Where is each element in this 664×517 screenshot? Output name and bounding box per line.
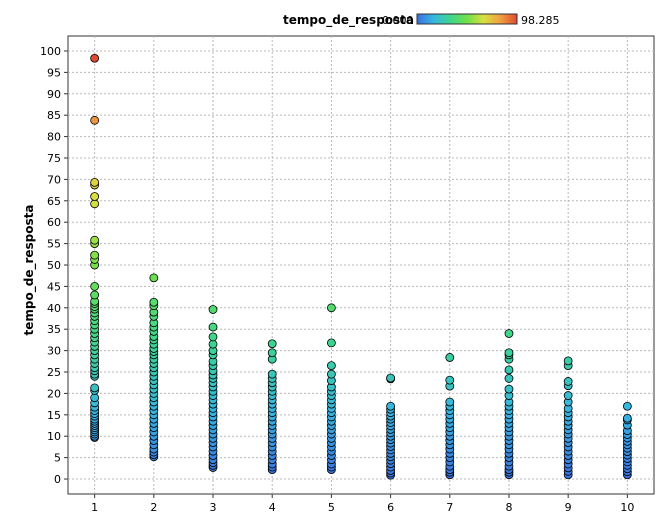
x-tick-label: 9 [565,501,572,514]
data-point [90,115,100,125]
data-point [90,383,100,393]
data-point [563,377,573,386]
y-tick-label: 85 [47,109,61,122]
y-tick-label: 80 [47,131,61,144]
data-point [90,290,100,300]
data-point [149,297,159,307]
data-point [563,356,573,366]
y-tick-label: 60 [47,216,61,229]
data-point [267,369,277,379]
data-point [208,332,218,342]
data-point [622,413,632,423]
data-point [327,338,336,348]
x-tick-label: 4 [269,501,276,514]
y-tick-label: 40 [47,302,61,315]
y-tick-label: 45 [47,280,61,293]
x-tick-label: 3 [210,501,217,514]
data-point [504,329,514,338]
color-legend-bar [416,13,518,25]
data-point [208,339,218,349]
y-tick-label: 20 [47,387,61,400]
data-point [90,250,100,260]
y-tick-label: 100 [40,45,61,58]
data-point [327,303,336,313]
x-axis: 1 2 3 4 5 6 7 8 9 10 [91,494,634,514]
y-axis-label: tempo_de_resposta [22,205,37,336]
data-point [504,384,514,394]
data-point [90,53,100,63]
data-point [327,361,336,370]
data-point [90,282,100,291]
x-tick-label: 2 [150,501,157,514]
y-tick-label: 75 [47,152,61,165]
color-legend-label: tempo_de_resposta [283,13,414,28]
data-point [90,199,100,209]
y-tick-label: 15 [47,409,61,422]
x-tick-label: 7 [446,501,453,514]
y-tick-label: 90 [47,88,61,101]
y-tick-label: 30 [47,345,61,358]
data-point [90,177,100,187]
data-point [386,401,395,411]
x-tick-label: 6 [387,501,394,514]
data-point [386,373,395,383]
y-axis: 0 5 10 15 20 25 30 35 40 45 50 55 60 65 70 75 80 85 90 95 10… [40,45,68,486]
data-point [208,305,218,314]
data-point [504,374,514,383]
x-tick-label: 1 [91,501,98,514]
data-point [504,365,514,375]
y-tick-label: 50 [47,259,61,272]
x-tick-label: 10 [620,501,634,514]
y-tick-label: 10 [47,430,61,443]
y-tick-label: 70 [47,173,61,186]
data-point [445,353,455,362]
data-point [208,322,218,332]
y-tick-label: 0 [54,473,61,486]
data-point [327,369,336,379]
data-point [90,235,100,245]
y-tick-label: 55 [47,238,61,251]
y-tick-label: 5 [54,452,61,465]
x-tick-label: 5 [328,501,335,514]
x-tick-label: 8 [505,501,512,514]
data-point [622,401,632,411]
color-legend-min: 0.000 [382,14,414,27]
data-point [563,391,573,400]
data-point [90,192,100,201]
y-tick-label: 25 [47,366,61,379]
data-point [90,393,100,403]
data-point [267,348,277,358]
data-point [267,339,277,349]
data-point [445,375,455,385]
data-point [504,348,514,358]
y-tick-label: 35 [47,323,61,336]
y-tick-label: 95 [47,66,61,79]
color-legend-max: 98.285 [521,14,560,27]
data-point [149,273,159,283]
y-tick-label: 65 [47,195,61,208]
data-point [445,397,455,407]
data-points [90,53,632,480]
